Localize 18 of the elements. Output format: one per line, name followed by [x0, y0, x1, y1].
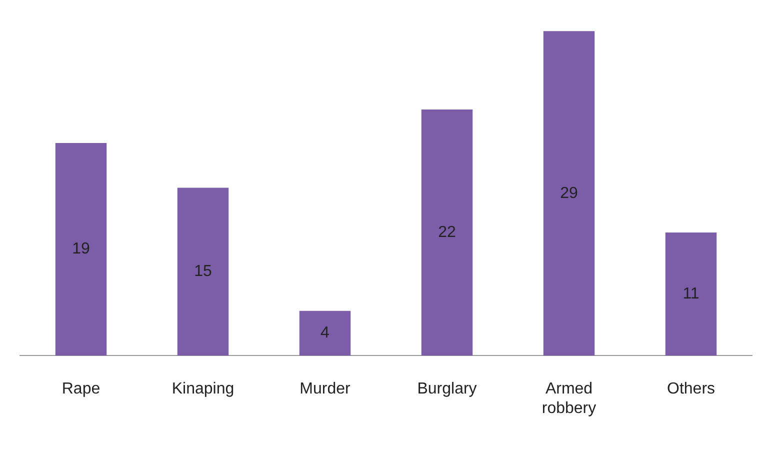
bar — [177, 188, 229, 356]
x-tick-label: Burglary — [417, 380, 477, 398]
bar — [421, 109, 473, 356]
x-tick-label: Murder — [300, 380, 352, 398]
bar — [665, 232, 717, 356]
data-label: 19 — [72, 240, 90, 258]
bar — [543, 31, 595, 356]
x-tick-label: Armed robbery — [542, 380, 596, 417]
data-label: 22 — [438, 224, 456, 241]
bar — [55, 143, 107, 356]
x-tick-label: Rape — [62, 380, 100, 398]
x-tick-label: Kinaping — [172, 380, 234, 398]
data-label: 4 — [320, 324, 330, 342]
bar — [299, 310, 351, 356]
data-label: 15 — [194, 263, 212, 280]
data-label: 11 — [682, 285, 700, 302]
x-tick-label: Others — [666, 380, 716, 398]
data-label: 29 — [560, 184, 578, 202]
